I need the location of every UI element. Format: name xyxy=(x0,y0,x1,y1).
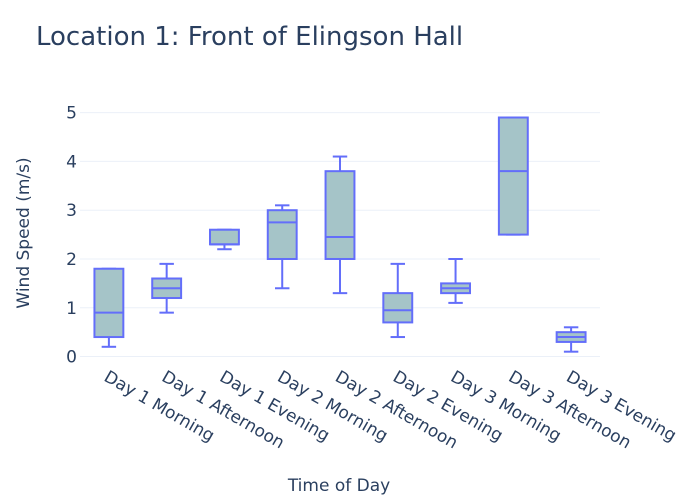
box-5 xyxy=(324,155,356,295)
y-tick-label: 4 xyxy=(66,152,77,172)
box-9 xyxy=(555,326,587,353)
y-tick-labels: 0 1 2 3 4 5 xyxy=(66,104,77,368)
box-8 xyxy=(497,116,529,236)
box-2 xyxy=(151,262,183,314)
y-axis-label: Wind Speed (m/s) xyxy=(14,157,34,308)
iqr-box xyxy=(209,228,240,246)
y-tick-label: 3 xyxy=(66,201,77,221)
box-1 xyxy=(93,267,125,348)
chart-title: Location 1: Front of Elingson Hall xyxy=(36,22,464,52)
box-7 xyxy=(440,257,472,304)
box-3 xyxy=(209,228,240,251)
y-tick-label: 0 xyxy=(66,348,77,368)
box-4 xyxy=(266,204,298,290)
iqr-box xyxy=(93,267,125,339)
iqr-box xyxy=(324,170,356,260)
iqr-box xyxy=(497,116,529,236)
y-tick-label: 1 xyxy=(66,299,77,319)
y-tick-label: 2 xyxy=(66,250,77,270)
boxes xyxy=(93,116,587,353)
y-tick-label: 5 xyxy=(66,104,77,124)
box-6 xyxy=(382,262,414,339)
iqr-box xyxy=(266,209,298,260)
iqr-box xyxy=(382,292,414,324)
x-axis-label: Time of Day xyxy=(287,476,390,496)
